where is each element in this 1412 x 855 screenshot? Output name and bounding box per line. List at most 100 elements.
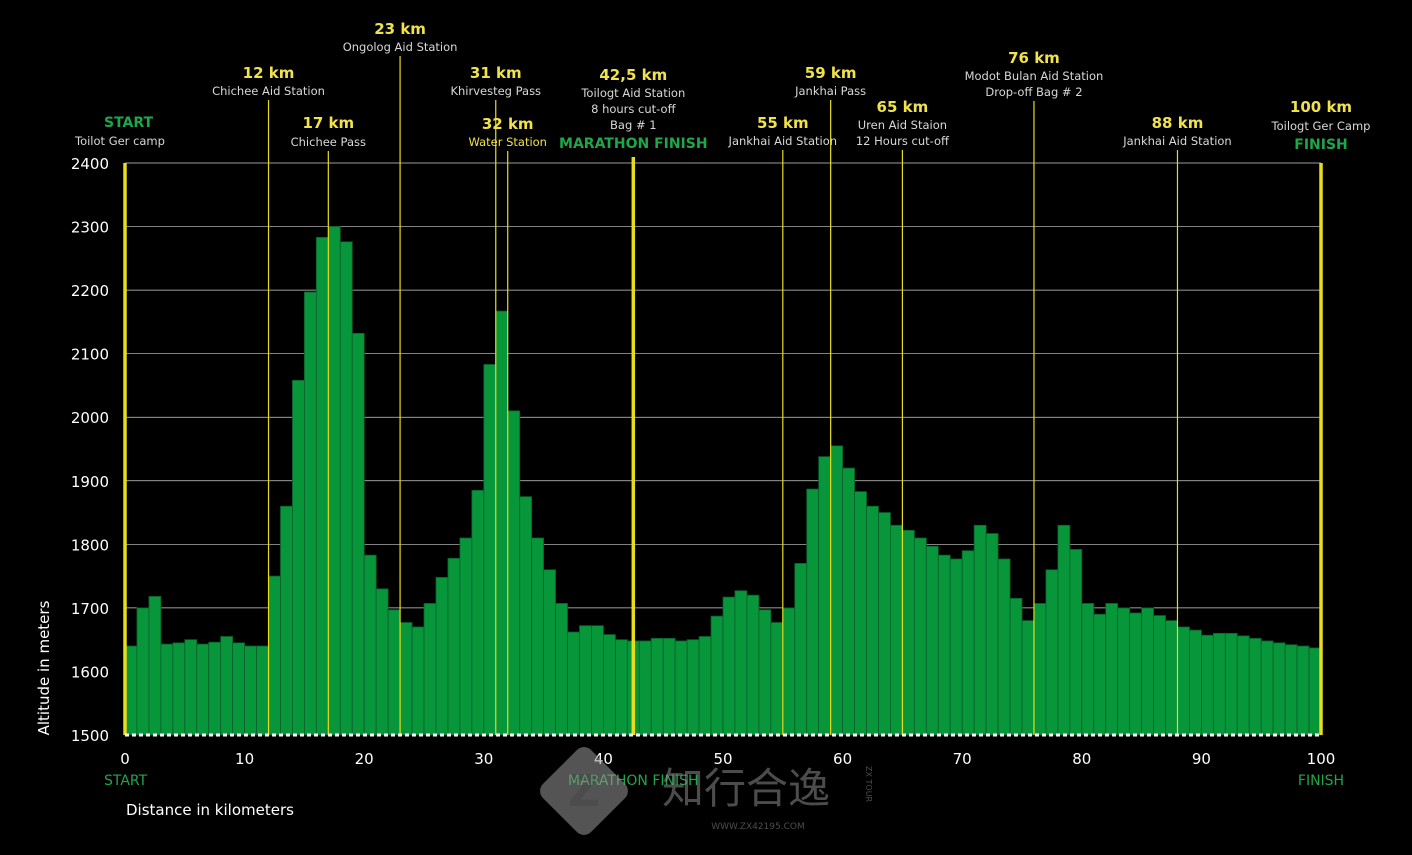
- elevation-bar: [280, 505, 293, 736]
- waypoint-distance-label: 59 km: [805, 64, 857, 82]
- y-tick-label: 2100: [71, 346, 109, 364]
- elevation-bar: [339, 241, 353, 736]
- y-tick-label: 1900: [71, 473, 109, 491]
- elevation-bar: [1153, 615, 1166, 736]
- elevation-bar: [160, 643, 174, 736]
- watermark-url: WWW.ZX42195.COM: [711, 822, 804, 832]
- elevation-bar: [818, 456, 832, 736]
- elevation-bar: [303, 291, 317, 736]
- x-tick-label: 100: [1307, 750, 1336, 768]
- elevation-bar: [1009, 597, 1023, 736]
- y-tick-label: 2300: [71, 219, 109, 237]
- elevation-bar: [902, 529, 915, 736]
- elevation-bar: [1093, 613, 1107, 736]
- waypoint-description: Uren Aid Staion: [858, 118, 947, 132]
- elevation-bar: [351, 332, 365, 736]
- y-axis-label: Altitude in meters: [35, 600, 53, 735]
- elevation-bar: [878, 512, 891, 736]
- elevation-bar: [1021, 620, 1035, 736]
- elevation-bar: [327, 226, 341, 736]
- elevation-bar: [961, 550, 975, 736]
- axes: 1500 1600 1700 1800 1900 2000 2100 2200 2300 2400…: [71, 155, 1344, 789]
- elevation-bar: [435, 576, 449, 736]
- elevation-bars: [124, 226, 1322, 736]
- elevation-bar: [1308, 647, 1322, 736]
- y-tick-label: 1700: [71, 600, 109, 618]
- elevation-bar: [1212, 632, 1226, 736]
- waypoint-distance-label: 17 km: [302, 114, 354, 132]
- elevation-bar: [985, 533, 999, 736]
- elevation-bar: [567, 631, 580, 736]
- waypoint-distance-label: 23 km: [374, 20, 426, 38]
- elevation-bar: [555, 603, 568, 736]
- below-axis-label: FINISH: [1298, 773, 1344, 789]
- x-tick-label: 20: [355, 750, 374, 768]
- below-axis-label: START: [104, 773, 148, 789]
- waypoint-description: Modot Bulan Aid Station: [965, 69, 1104, 83]
- waypoint-markers: START Toilot Ger camp 12 km Chichee Aid Sta…: [74, 20, 1370, 735]
- elevation-bar: [674, 640, 688, 736]
- elevation-bar: [411, 626, 425, 736]
- elevation-bar: [1236, 635, 1250, 736]
- elevation-bar: [1272, 642, 1286, 736]
- elevation-bar: [937, 554, 951, 736]
- y-tick-label: 1800: [71, 536, 109, 554]
- elevation-bar: [1284, 644, 1298, 736]
- elevation-bar: [471, 489, 485, 736]
- elevation-bar: [830, 445, 844, 736]
- elevation-bar: [232, 642, 245, 736]
- elevation-bar: [292, 379, 305, 736]
- elevation-bar: [208, 641, 222, 736]
- elevation-bar: [495, 310, 509, 736]
- elevation-bar: [973, 524, 987, 736]
- elevation-bar: [447, 557, 461, 736]
- elevation-bar: [531, 537, 545, 736]
- waypoint-distance-label: 55 km: [757, 114, 809, 132]
- elevation-bar: [519, 496, 533, 736]
- elevation-bar: [686, 639, 700, 736]
- y-tick-label: 2200: [71, 282, 109, 300]
- elevation-bar: [782, 607, 796, 736]
- elevation-bar: [638, 640, 652, 736]
- elevation-bar: [866, 505, 879, 736]
- elevation-bar: [387, 609, 401, 736]
- elevation-bar: [1045, 569, 1059, 736]
- elevation-bar: [1224, 632, 1238, 736]
- waypoint-description: Khirvesteg Pass: [450, 84, 541, 98]
- elevation-bar: [184, 639, 198, 736]
- elevation-bar: [543, 569, 556, 736]
- watermark-logo-letter: Z: [568, 766, 600, 817]
- elevation-bar: [579, 625, 592, 736]
- watermark-side: ZX TOUR: [864, 766, 873, 803]
- elevation-bar: [734, 590, 748, 736]
- x-tick-label: 30: [474, 750, 493, 768]
- elevation-bar: [483, 364, 497, 736]
- elevation-bar: [1296, 645, 1310, 736]
- waypoint-description: Ongolog Aid Station: [343, 40, 458, 54]
- waypoint-distance-label: 88 km: [1152, 114, 1204, 132]
- waypoint-distance-label: 31 km: [470, 64, 522, 82]
- elevation-bar: [949, 558, 963, 736]
- elevation-bar: [770, 622, 784, 736]
- elevation-bar: [1117, 607, 1131, 736]
- elevation-bar: [603, 634, 616, 736]
- waypoint-description: Chichee Aid Station: [212, 84, 325, 98]
- waypoint-description: 8 hours cut-off: [591, 102, 676, 116]
- x-tick-label: 50: [713, 750, 732, 768]
- elevation-bar: [997, 558, 1011, 736]
- elevation-bar: [842, 467, 855, 736]
- x-tick-label: 10: [235, 750, 254, 768]
- elevation-bar: [1057, 524, 1071, 736]
- elevation-bar: [507, 410, 521, 736]
- y-tick-label: 1600: [71, 663, 109, 681]
- elevation-bar: [136, 607, 150, 736]
- elevation-bar: [591, 625, 604, 736]
- waypoint-description: Jankhai Pass: [794, 84, 866, 98]
- elevation-bar: [650, 637, 664, 736]
- elevation-bar: [806, 488, 820, 736]
- y-tick-label: 1500: [71, 727, 109, 745]
- watermark-brand: 知行合逸: [662, 764, 830, 813]
- elevation-bar: [268, 575, 281, 736]
- elevation-bar: [722, 596, 736, 736]
